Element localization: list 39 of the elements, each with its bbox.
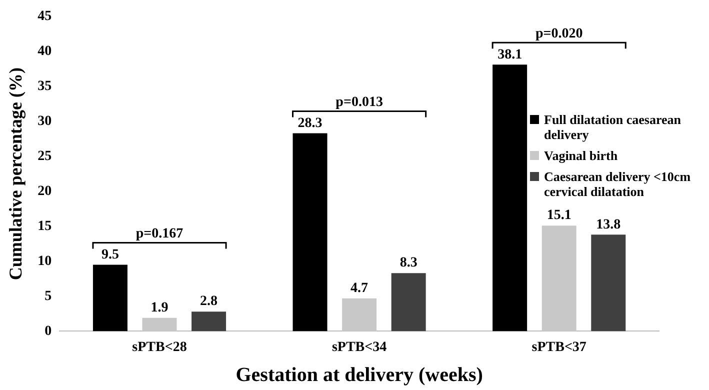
y-tick-label: 45 xyxy=(38,9,52,24)
annotation: p=0.020 xyxy=(535,26,583,42)
bar xyxy=(142,318,177,332)
bar xyxy=(591,234,626,332)
data-label: 13.8 xyxy=(596,217,621,232)
y-tick-label: 40 xyxy=(38,44,52,59)
y-tick-label: 35 xyxy=(38,78,52,94)
legend-label: Vaginal birth xyxy=(544,148,618,163)
x-tick-label: sPTB<28 xyxy=(132,340,187,356)
bar xyxy=(192,312,226,332)
data-label: 8.3 xyxy=(400,256,418,271)
bar xyxy=(342,298,377,332)
data-label: 15.1 xyxy=(546,208,572,224)
x-tick-label: sPTB<34 xyxy=(332,340,387,356)
y-tick-label: 0 xyxy=(44,324,52,339)
legend-label: Caesarean delivery <10cm cervical dilatation xyxy=(544,169,692,199)
data-label: 9.5 xyxy=(101,247,119,262)
data-label: 38.1 xyxy=(498,47,522,62)
y-tick-label: 15 xyxy=(38,218,52,234)
data-label: 1.9 xyxy=(150,300,168,316)
y-tick-label: 10 xyxy=(38,254,52,269)
bar xyxy=(492,64,528,332)
data-label: 2.8 xyxy=(200,294,218,310)
data-label: 4.7 xyxy=(350,280,368,296)
bar xyxy=(92,264,128,332)
y-tick-label: 5 xyxy=(44,288,52,304)
bar xyxy=(542,226,576,332)
bar xyxy=(391,273,426,332)
bar xyxy=(292,133,328,332)
x-axis-title: Gestation at delivery (weeks) xyxy=(236,364,483,386)
data-label: 28.3 xyxy=(298,116,322,131)
annotation: p=0.167 xyxy=(136,226,184,242)
x-tick-label: sPTB<37 xyxy=(532,340,586,356)
y-tick-label: 30 xyxy=(38,114,52,129)
y-axis-title: Cumulative percentage (%) xyxy=(5,67,26,280)
y-tick-label: 20 xyxy=(38,184,52,199)
legend-label: Full dilatation caesarean delivery xyxy=(544,112,682,142)
y-tick-label: 25 xyxy=(38,148,52,164)
annotation: p=0.013 xyxy=(336,94,383,110)
